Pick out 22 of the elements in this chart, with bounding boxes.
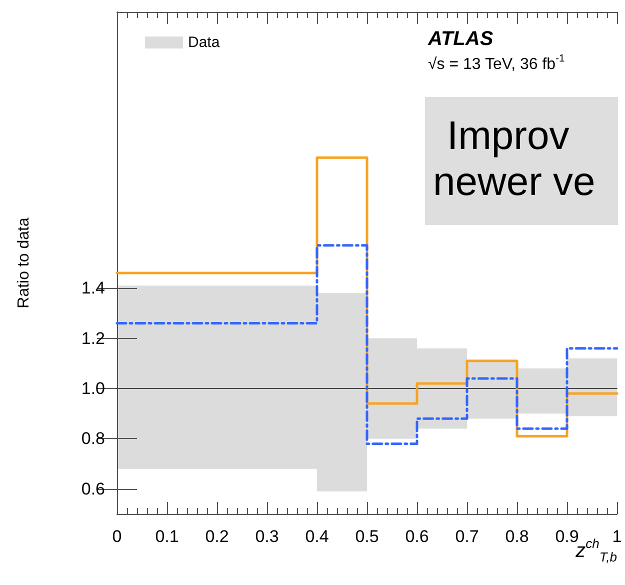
annotation: newer ve — [433, 160, 596, 204]
x-tick-label: 0.3 — [255, 527, 279, 546]
y-tick-label: 1.0 — [81, 379, 105, 398]
text-box: Improv newer ve — [425, 97, 618, 225]
x-tick-label: 0 — [112, 527, 122, 546]
x-tick-label: 0.2 — [205, 527, 229, 546]
annotation: ATLAS — [428, 28, 494, 51]
y-tick-label: 1.4 — [81, 278, 105, 298]
annotation: √s = 13 TeV, 36 fb$^{-1}$ — [428, 54, 565, 74]
x-tick-label: 0.8 — [505, 527, 529, 546]
y-tick-label: 0.6 — [81, 479, 105, 498]
x-tick-label: 0.1 — [155, 527, 179, 546]
annotation: Improv — [447, 114, 570, 158]
x-tick-label: 0.6 — [405, 527, 429, 546]
y-tick-label: 1.2 — [81, 328, 105, 348]
y-axis-title: Ratio to data — [16, 218, 32, 308]
x-tick-label: 0.9 — [555, 527, 579, 546]
x-tick-label: 0.4 — [305, 527, 329, 546]
legend-label: Data — [188, 34, 220, 51]
x-tick-label: 0.7 — [455, 527, 479, 546]
x-tick-label: 0.5 — [355, 527, 379, 546]
y-tick-label: 0.8 — [81, 429, 105, 448]
